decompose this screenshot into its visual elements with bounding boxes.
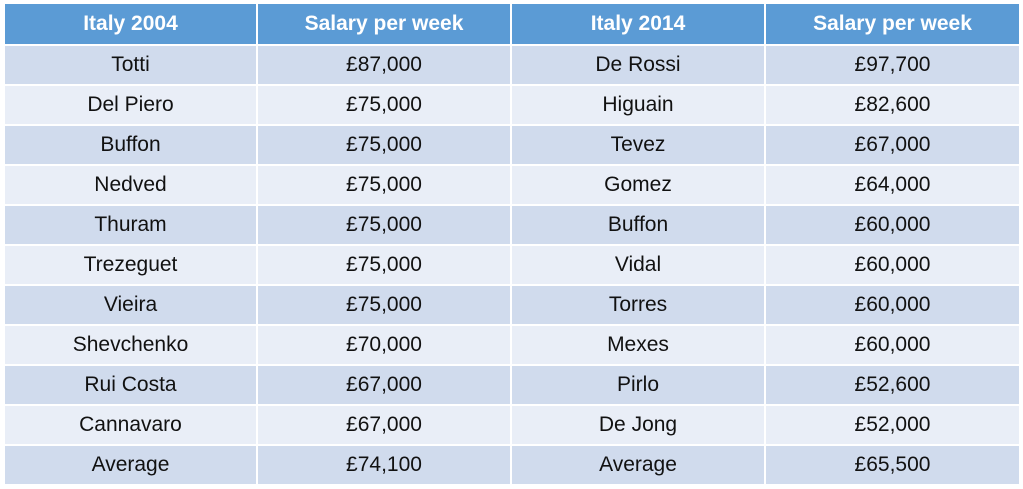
- table-row: Rui Costa £67,000 Pirlo £52,600: [3, 364, 1021, 406]
- salary-2014-cell: £82,600: [764, 84, 1021, 126]
- table-row: Del Piero £75,000 Higuain £82,600: [3, 84, 1021, 126]
- average-salary-2004: £74,100: [256, 444, 512, 486]
- header-salary-2004: Salary per week: [256, 2, 512, 46]
- salary-2004-cell: £67,000: [256, 364, 512, 406]
- salary-2014-cell: £97,700: [764, 44, 1021, 86]
- salary-2004-cell: £75,000: [256, 244, 512, 286]
- player-2004-cell: Totti: [3, 44, 258, 86]
- table-row: Thuram £75,000 Buffon £60,000: [3, 204, 1021, 246]
- table-row: Vieira £75,000 Torres £60,000: [3, 284, 1021, 326]
- salary-table-container: Italy 2004 Salary per week Italy 2014 Sa…: [3, 2, 1021, 486]
- player-2014-cell: De Jong: [510, 404, 766, 446]
- player-2004-cell: Nedved: [3, 164, 258, 206]
- table-row: Trezeguet £75,000 Vidal £60,000: [3, 244, 1021, 286]
- player-2004-cell: Vieira: [3, 284, 258, 326]
- table-row: Cannavaro £67,000 De Jong £52,000: [3, 404, 1021, 446]
- player-2014-cell: Torres: [510, 284, 766, 326]
- player-2004-cell: Thuram: [3, 204, 258, 246]
- salary-2014-cell: £52,000: [764, 404, 1021, 446]
- player-2014-cell: Higuain: [510, 84, 766, 126]
- salary-comparison-table: Italy 2004 Salary per week Italy 2014 Sa…: [3, 2, 1021, 486]
- header-italy-2004: Italy 2004: [3, 2, 258, 46]
- salary-2004-cell: £75,000: [256, 204, 512, 246]
- table-row: Buffon £75,000 Tevez £67,000: [3, 124, 1021, 166]
- player-2004-cell: Buffon: [3, 124, 258, 166]
- salary-2014-cell: £60,000: [764, 324, 1021, 366]
- salary-2004-cell: £75,000: [256, 84, 512, 126]
- table-row: Totti £87,000 De Rossi £97,700: [3, 44, 1021, 86]
- player-2014-cell: Buffon: [510, 204, 766, 246]
- salary-2004-cell: £75,000: [256, 164, 512, 206]
- salary-2014-cell: £60,000: [764, 284, 1021, 326]
- salary-2004-cell: £87,000: [256, 44, 512, 86]
- salary-2014-cell: £52,600: [764, 364, 1021, 406]
- header-salary-2014: Salary per week: [764, 2, 1021, 46]
- player-2004-cell: Shevchenko: [3, 324, 258, 366]
- table-row-average: Average £74,100 Average £65,500: [3, 444, 1021, 486]
- salary-2014-cell: £67,000: [764, 124, 1021, 166]
- player-2014-cell: Mexes: [510, 324, 766, 366]
- average-salary-2014: £65,500: [764, 444, 1021, 486]
- player-2014-cell: Vidal: [510, 244, 766, 286]
- salary-2014-cell: £60,000: [764, 244, 1021, 286]
- average-label-2014: Average: [510, 444, 766, 486]
- player-2014-cell: Gomez: [510, 164, 766, 206]
- player-2004-cell: Trezeguet: [3, 244, 258, 286]
- salary-2004-cell: £75,000: [256, 284, 512, 326]
- salary-2004-cell: £75,000: [256, 124, 512, 166]
- average-label-2004: Average: [3, 444, 258, 486]
- table-header-row: Italy 2004 Salary per week Italy 2014 Sa…: [3, 2, 1021, 46]
- player-2014-cell: Pirlo: [510, 364, 766, 406]
- table-row: Shevchenko £70,000 Mexes £60,000: [3, 324, 1021, 366]
- header-italy-2014: Italy 2014: [510, 2, 766, 46]
- salary-2014-cell: £64,000: [764, 164, 1021, 206]
- salary-2004-cell: £70,000: [256, 324, 512, 366]
- player-2004-cell: Del Piero: [3, 84, 258, 126]
- player-2014-cell: Tevez: [510, 124, 766, 166]
- player-2004-cell: Rui Costa: [3, 364, 258, 406]
- table-row: Nedved £75,000 Gomez £64,000: [3, 164, 1021, 206]
- salary-2014-cell: £60,000: [764, 204, 1021, 246]
- player-2004-cell: Cannavaro: [3, 404, 258, 446]
- salary-2004-cell: £67,000: [256, 404, 512, 446]
- player-2014-cell: De Rossi: [510, 44, 766, 86]
